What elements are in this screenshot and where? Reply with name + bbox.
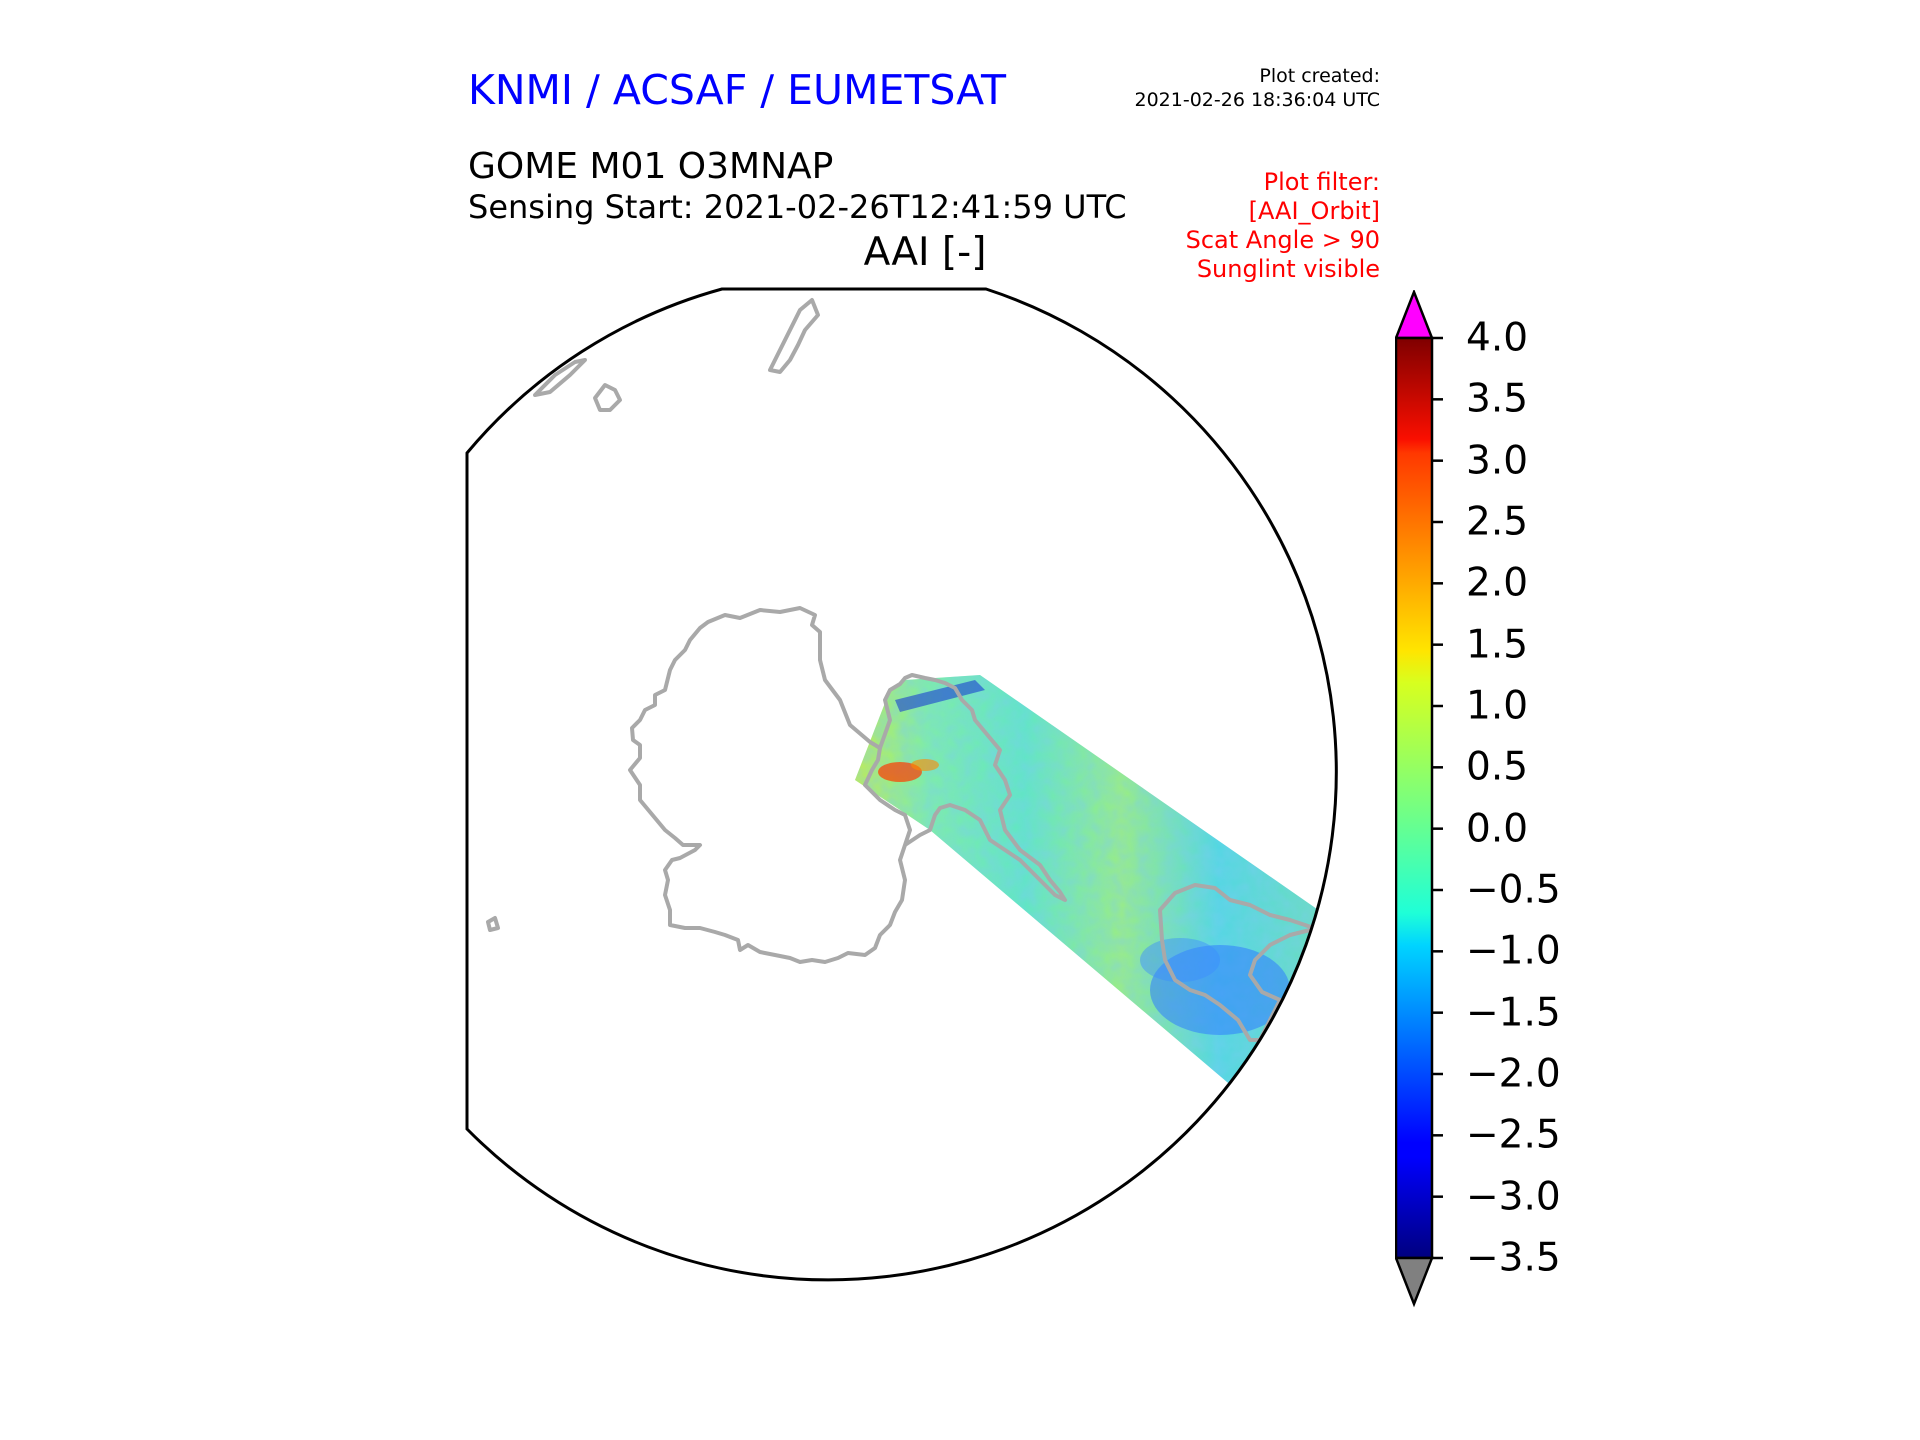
aai-swath <box>855 675 1337 1110</box>
colorbar-tick-label: 0.0 <box>1466 806 1529 852</box>
colorbar-tick-label: −0.5 <box>1466 867 1561 913</box>
colorbar-tick-label: 0.5 <box>1466 744 1529 790</box>
island-coastline <box>486 916 500 932</box>
variable-title: AAI [-] <box>863 230 987 275</box>
colorbar-tick-label: 4.0 <box>1466 315 1529 361</box>
antarctica-coastline <box>628 606 912 964</box>
land-east-coastline <box>1158 883 1337 1042</box>
colorbar-over-extension <box>1395 290 1434 340</box>
colorbar-tick-label: −3.0 <box>1466 1174 1561 1220</box>
product-title: GOME M01 O3MNAP <box>468 146 834 187</box>
island-coastline <box>593 383 622 412</box>
colorbar-tick-label: −1.0 <box>1466 928 1561 974</box>
filter-line: Plot filter: <box>1263 168 1380 196</box>
island-coastline <box>768 298 820 374</box>
colorbar-tick-label: −1.5 <box>1466 990 1561 1036</box>
colorbar <box>1395 290 1443 1308</box>
colorbar-tick-label: −3.5 <box>1466 1235 1561 1281</box>
colorbar-tick-label: 3.0 <box>1466 438 1529 484</box>
colorbar-tick-label: 2.0 <box>1466 560 1529 606</box>
plot-created: Plot created: 2021-02-26 18:36:04 UTC <box>1135 64 1381 112</box>
colorbar-tick-label: −2.5 <box>1466 1112 1561 1158</box>
colorbar-ticks <box>1432 336 1443 1260</box>
island-coastline <box>533 358 587 397</box>
plot-filter: Plot filter: [AAI_Orbit] Scat Angle > 90… <box>1186 168 1380 284</box>
filter-line: Sunglint visible <box>1196 255 1380 283</box>
sensing-start: Sensing Start: 2021-02-26T12:41:59 UTC <box>468 188 1127 226</box>
plot-created-label: Plot created: <box>1259 65 1380 87</box>
colorbar-under-extension <box>1395 1256 1434 1308</box>
map-content <box>486 298 1337 1110</box>
filter-line: Scat Angle > 90 <box>1185 226 1380 254</box>
colorbar-tick-label: 3.5 <box>1466 376 1529 422</box>
map-boundary <box>465 287 1338 1282</box>
colorbar-tick-label: 1.0 <box>1466 683 1529 729</box>
peninsula-coastline <box>878 673 1067 902</box>
plot-created-time: 2021-02-26 18:36:04 UTC <box>1134 89 1381 111</box>
brand-title: KNMI / ACSAF / EUMETSAT <box>468 66 1007 114</box>
colorbar-tick-label: −2.0 <box>1466 1051 1561 1097</box>
colorbar-tick-label: 1.5 <box>1466 622 1529 668</box>
coastlines <box>486 298 1337 1042</box>
colorbar-tick-label: 2.5 <box>1466 499 1529 545</box>
filter-line: [AAI_Orbit] <box>1248 197 1380 225</box>
colorbar-gradient <box>1395 336 1434 1260</box>
